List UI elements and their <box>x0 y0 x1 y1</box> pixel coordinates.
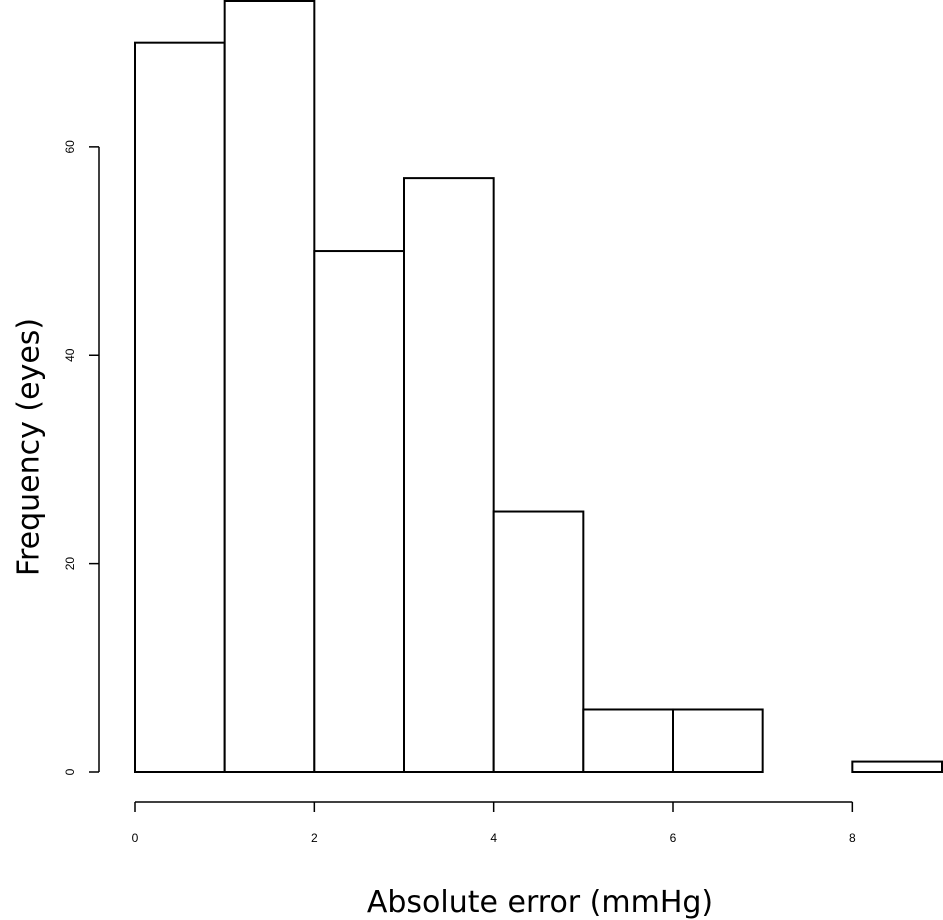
x-tick-label: 0 <box>132 831 139 845</box>
histogram-bar <box>582 708 674 774</box>
histogram-bar <box>223 0 316 773</box>
x-tick-label: 4 <box>490 831 497 845</box>
y-tick-label: 60 <box>63 140 77 154</box>
histogram-bar <box>851 760 943 773</box>
x-tick-label: 6 <box>670 831 677 845</box>
histogram-bar <box>492 510 585 773</box>
histogram-bar <box>134 41 226 774</box>
y-axis: 0 20 40 60 <box>63 140 100 775</box>
y-axis-title: Frequency (eyes) <box>12 318 47 576</box>
y-tick-label: 40 <box>63 348 77 362</box>
histogram-bar <box>313 250 406 773</box>
x-tick-label: 2 <box>311 831 318 845</box>
y-tick-label: 0 <box>63 768 77 775</box>
histogram-bar <box>403 177 495 773</box>
x-axis-title: Absolute error (mmHg) <box>367 885 713 920</box>
histogram-bars <box>134 0 943 774</box>
histogram-bar <box>672 708 764 774</box>
x-tick-label: 8 <box>849 831 856 845</box>
x-axis: 0 2 4 6 8 <box>132 801 856 845</box>
y-tick-label: 20 <box>63 557 77 571</box>
